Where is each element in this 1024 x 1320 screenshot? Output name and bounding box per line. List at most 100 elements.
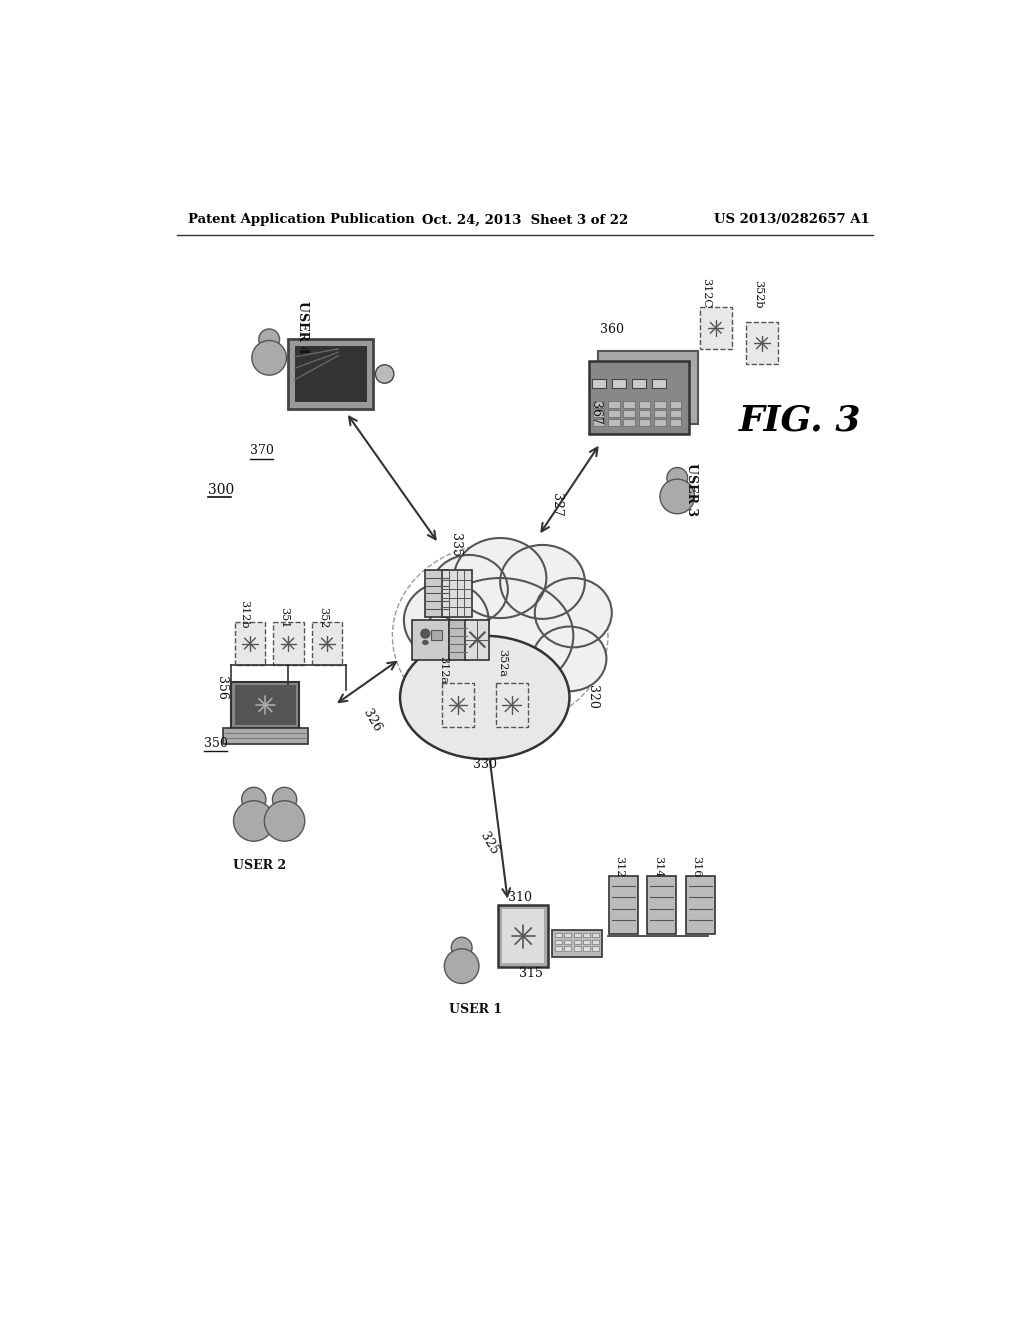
FancyBboxPatch shape	[564, 946, 571, 952]
FancyBboxPatch shape	[555, 940, 562, 944]
FancyBboxPatch shape	[598, 351, 698, 425]
Ellipse shape	[500, 545, 585, 619]
FancyBboxPatch shape	[425, 570, 449, 616]
FancyBboxPatch shape	[555, 933, 562, 937]
FancyBboxPatch shape	[496, 682, 528, 727]
Ellipse shape	[431, 554, 508, 624]
FancyBboxPatch shape	[583, 933, 590, 937]
FancyBboxPatch shape	[608, 420, 620, 426]
Text: USER 4: USER 4	[296, 301, 309, 354]
Circle shape	[444, 949, 479, 983]
FancyBboxPatch shape	[231, 682, 299, 729]
FancyBboxPatch shape	[639, 420, 650, 426]
Text: Patent Application Publication: Patent Application Publication	[188, 214, 415, 227]
Circle shape	[421, 630, 430, 638]
Text: 325: 325	[477, 830, 500, 857]
FancyBboxPatch shape	[592, 946, 599, 952]
Text: 320: 320	[587, 685, 599, 709]
FancyBboxPatch shape	[413, 619, 450, 660]
Text: 335: 335	[449, 533, 462, 557]
FancyBboxPatch shape	[624, 420, 635, 426]
FancyBboxPatch shape	[592, 379, 605, 388]
Ellipse shape	[427, 578, 573, 693]
FancyBboxPatch shape	[564, 940, 571, 944]
Text: 300: 300	[208, 483, 233, 496]
FancyBboxPatch shape	[608, 876, 638, 935]
Text: 326: 326	[360, 708, 383, 734]
Text: 352a: 352a	[497, 648, 507, 677]
Circle shape	[667, 467, 688, 488]
Circle shape	[376, 364, 394, 383]
Text: 312b: 312b	[240, 601, 250, 628]
FancyBboxPatch shape	[573, 940, 581, 944]
FancyBboxPatch shape	[639, 411, 650, 417]
FancyBboxPatch shape	[289, 339, 373, 409]
FancyBboxPatch shape	[652, 379, 666, 388]
Text: 312a: 312a	[438, 656, 449, 685]
FancyBboxPatch shape	[608, 401, 620, 408]
FancyBboxPatch shape	[564, 933, 571, 937]
FancyBboxPatch shape	[583, 946, 590, 952]
Text: 315: 315	[519, 966, 544, 979]
Circle shape	[264, 801, 305, 841]
FancyBboxPatch shape	[647, 876, 677, 935]
Text: 367: 367	[589, 400, 602, 425]
FancyBboxPatch shape	[654, 420, 666, 426]
FancyBboxPatch shape	[431, 630, 442, 640]
Text: 356: 356	[215, 676, 228, 700]
FancyBboxPatch shape	[234, 622, 265, 665]
Text: 360: 360	[600, 323, 625, 335]
Text: 312: 312	[614, 857, 625, 878]
FancyBboxPatch shape	[654, 411, 666, 417]
Ellipse shape	[532, 627, 606, 692]
FancyBboxPatch shape	[234, 685, 296, 725]
Text: US 2013/0282657 A1: US 2013/0282657 A1	[714, 214, 869, 227]
FancyBboxPatch shape	[624, 411, 635, 417]
FancyBboxPatch shape	[552, 931, 602, 957]
Circle shape	[259, 329, 280, 350]
Text: 350: 350	[204, 737, 227, 750]
FancyBboxPatch shape	[273, 622, 304, 665]
FancyBboxPatch shape	[502, 909, 545, 964]
Text: 316: 316	[691, 857, 701, 878]
FancyBboxPatch shape	[593, 401, 604, 408]
FancyBboxPatch shape	[295, 346, 367, 403]
FancyBboxPatch shape	[686, 876, 715, 935]
FancyBboxPatch shape	[593, 411, 604, 417]
FancyBboxPatch shape	[555, 946, 562, 952]
Circle shape	[659, 479, 694, 513]
FancyBboxPatch shape	[573, 946, 581, 952]
Text: 352b: 352b	[753, 280, 763, 309]
Text: 330: 330	[473, 758, 498, 771]
FancyBboxPatch shape	[611, 379, 626, 388]
FancyBboxPatch shape	[223, 729, 307, 743]
FancyBboxPatch shape	[465, 619, 489, 660]
FancyBboxPatch shape	[670, 411, 681, 417]
FancyBboxPatch shape	[654, 401, 666, 408]
FancyBboxPatch shape	[593, 420, 604, 426]
Circle shape	[233, 801, 274, 841]
FancyBboxPatch shape	[311, 622, 342, 665]
Ellipse shape	[454, 539, 547, 618]
Text: USER 1: USER 1	[449, 1003, 502, 1016]
FancyBboxPatch shape	[608, 411, 620, 417]
Circle shape	[252, 341, 287, 375]
Ellipse shape	[477, 644, 554, 705]
FancyBboxPatch shape	[442, 570, 472, 616]
Circle shape	[242, 787, 266, 812]
FancyBboxPatch shape	[670, 401, 681, 408]
Ellipse shape	[535, 578, 611, 647]
Text: USER 3: USER 3	[685, 463, 698, 516]
FancyBboxPatch shape	[499, 906, 548, 966]
Text: 351: 351	[280, 607, 290, 628]
FancyBboxPatch shape	[583, 940, 590, 944]
Text: 314: 314	[653, 857, 663, 878]
FancyBboxPatch shape	[632, 379, 646, 388]
Text: 327: 327	[550, 494, 563, 516]
FancyBboxPatch shape	[592, 940, 599, 944]
Text: 312C: 312C	[701, 279, 712, 308]
FancyBboxPatch shape	[441, 682, 474, 727]
FancyBboxPatch shape	[573, 933, 581, 937]
FancyBboxPatch shape	[745, 322, 778, 364]
FancyBboxPatch shape	[589, 360, 689, 434]
